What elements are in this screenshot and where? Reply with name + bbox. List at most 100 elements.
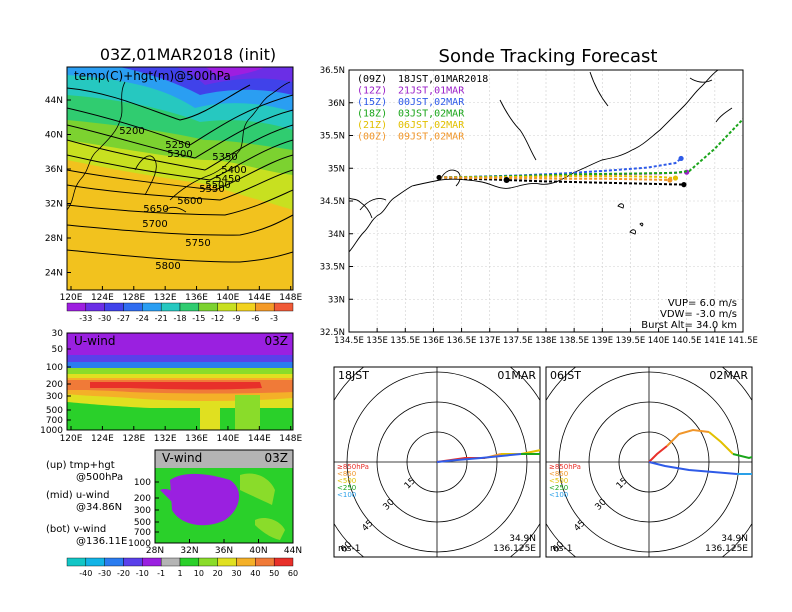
uwind-x-tick-label: 120E	[60, 434, 83, 444]
temp-contour-label: 5450	[215, 174, 240, 185]
temp-y-tick-label: 36N	[45, 165, 63, 175]
sonde-map-panel: Sonde Tracking Forecast 134.5E 135E 135.5E	[320, 46, 758, 346]
temp-contour-label: 5550	[199, 184, 224, 195]
sonde-launch-point	[436, 174, 442, 181]
legend-text: 06JST,02MAR	[398, 120, 465, 131]
temp-contour-label: 5250	[165, 140, 190, 151]
map-x-tick-label: 141.5E	[728, 336, 758, 346]
wind-colorbar-label: -10	[136, 569, 149, 578]
side-label-sub: @500hPa	[76, 472, 123, 483]
hodograph-unit: ms-1	[550, 544, 572, 554]
temp-contour-label: 5700	[142, 219, 167, 230]
wind-colorbar-label: 60	[288, 569, 298, 578]
temp-contour-label: 5800	[155, 261, 180, 272]
temp-contour-label: 5400	[221, 165, 246, 176]
uwind-x-tick-label: 124E	[91, 434, 114, 444]
hodograph-level-label: <250	[337, 484, 356, 492]
hodograph-date: 01MAR	[497, 369, 536, 382]
uwind-y-tick-label: 30	[52, 329, 64, 339]
temp-contour-label: 5650	[143, 204, 168, 215]
temp-colorbar-label: -33	[79, 314, 92, 323]
hodograph-trace	[666, 428, 710, 447]
uwind-y-tick-label: 700	[46, 416, 63, 426]
hodograph-date: 02MAR	[709, 369, 748, 382]
uwind-y-tick-label: 100	[46, 363, 63, 373]
map-y-tick-label: 35N	[328, 164, 345, 174]
temp-y-tick-label: 28N	[45, 234, 63, 244]
vwind-x-tick-label: 28N	[146, 546, 164, 556]
map-grid	[349, 70, 743, 332]
temp-y-tick-label: 32N	[45, 200, 63, 210]
vwind-x-ticks: 28N 32N 36N 40N 44N	[146, 539, 302, 556]
vwind-y-tick-label: 1000	[128, 539, 151, 549]
sonde-info-line: VUP= 6.0 m/s	[668, 298, 737, 309]
sonde-track-line	[439, 117, 743, 179]
vwind-y-tick-label: 100	[134, 478, 151, 488]
temp-contour-label: 5350	[212, 152, 237, 163]
temp-x-tick-label: 128E	[122, 293, 145, 303]
side-labels: (up) tmp+hgt@500hPa (mid) u-wind@34.86N (b…	[46, 460, 127, 547]
vwind-time-label: 03Z	[265, 451, 289, 465]
temp-contour-label: 5750	[185, 238, 210, 249]
wind-colorbar-label: -40	[79, 569, 92, 578]
map-x-tick-label: 136.5E	[447, 336, 477, 346]
wind-colorbar-swatch	[273, 557, 294, 567]
uwind-x-tick-label: 144E	[248, 434, 271, 444]
sonde-burst-point	[503, 177, 510, 184]
hodograph-trace	[732, 453, 752, 460]
height-contours	[67, 84, 293, 263]
temp-contour-label: 5600	[177, 196, 202, 207]
hodograph-trace	[648, 461, 738, 475]
sonde-track-line	[439, 176, 670, 181]
hodograph-lat: 34.9N	[509, 534, 536, 544]
wind-colorbar-label: 20	[213, 569, 223, 578]
wind-colorbar-swatch	[104, 557, 124, 567]
temp-contour-label: 5300	[167, 149, 192, 160]
hodograph-lon: 136.125E	[705, 544, 748, 554]
wind-colorbar-swatch	[198, 557, 218, 567]
vwind-y-tick-label: 200	[134, 494, 151, 504]
track-legend: (09Z) 18JST,01MAR2018 (12Z) 21JST,01MAR (15Z…	[357, 74, 488, 143]
temp-x-tick-label: 132E	[154, 293, 177, 303]
hodograph-level-label: ≥850hPa	[337, 463, 369, 471]
sonde-track-line	[439, 175, 676, 180]
map-y-ticks: 36.5N 36N 35.5N 35N 34.5N 34N 33.5N 33N 32.5N	[320, 66, 353, 338]
wind-colorbar-swatch	[66, 557, 87, 567]
hodograph-level-label: <250	[549, 484, 568, 492]
vwind-x-tick-label: 36N	[215, 546, 233, 556]
temp-colorbar-swatch	[179, 302, 200, 312]
temp-colorbar-label: -6	[251, 314, 259, 323]
map-y-tick-label: 35.5N	[320, 132, 345, 142]
sonde-tracks	[436, 117, 743, 188]
uwind-x-tick-label: 148E	[279, 434, 302, 444]
temp-colorbar: -33 -30 -27 -24 -21 -18 -15 -12 -9 -6 -3	[66, 302, 294, 323]
uwind-y-tick-label: 300	[46, 392, 63, 402]
legend-text: 00JST,02MAR	[398, 97, 465, 108]
temp-colorbar-label: -3	[270, 314, 278, 323]
wind-colorbar-label: -1	[157, 569, 165, 578]
vwind-panel: V-wind 03Z 28N 32N 36N 40N 44N 100 200 300 5007…	[66, 449, 302, 578]
map-x-tick-label: 135.5E	[390, 336, 420, 346]
uwind-field	[67, 333, 293, 430]
map-y-tick-label: 33.5N	[320, 263, 345, 273]
map-x-tick-label: 140E	[648, 336, 670, 346]
legend-code: (00Z)	[357, 132, 387, 143]
map-x-tick-label: 138E	[535, 336, 557, 346]
temp-map-title: 03Z,01MAR2018 (init)	[100, 45, 276, 64]
legend-text: 18JST,01MAR2018	[398, 74, 488, 85]
uwind-label: U-wind	[74, 334, 115, 348]
hodograph-trace	[436, 453, 522, 463]
temp-colorbar-swatch	[85, 302, 105, 312]
map-x-tick-label: 139.5E	[616, 336, 646, 346]
temp-y-tick-label: 40N	[45, 131, 63, 141]
hodograph-time: 18JST	[338, 369, 369, 382]
temp-x-tick-label: 144E	[248, 293, 271, 303]
wind-colorbar: -40 -30 -20 -10 -1 1 10 20 30 40 50 60	[66, 557, 298, 578]
side-label-sub: @34.86N	[76, 502, 122, 513]
temp-x-ticks: 120E 124E 128E 132E 136E 140E 144E 148E	[60, 286, 302, 303]
temp-colorbar-swatch	[104, 302, 124, 312]
